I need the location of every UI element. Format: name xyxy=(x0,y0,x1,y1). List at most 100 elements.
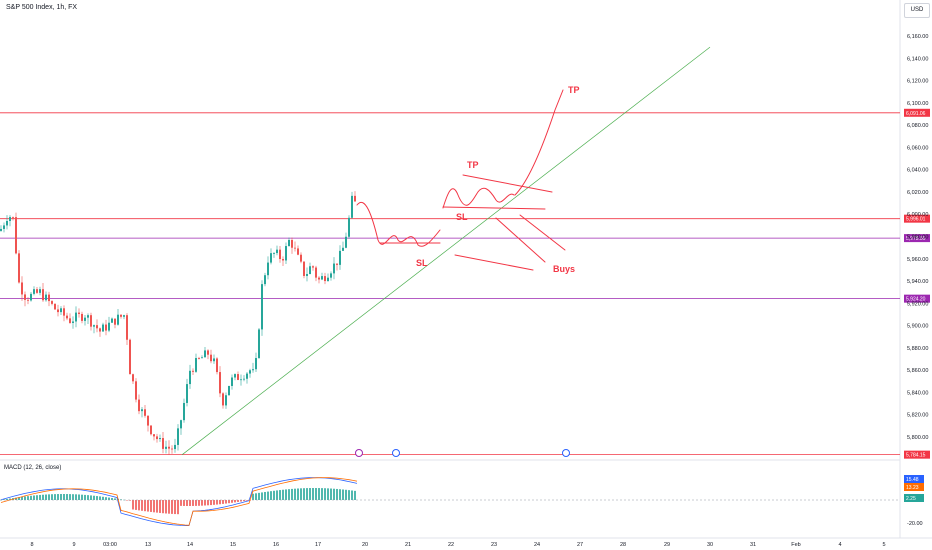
macd-histogram-bar xyxy=(135,500,137,510)
candle-body xyxy=(9,217,11,222)
macd-histogram-bar xyxy=(42,494,44,500)
macd-histogram-bar xyxy=(171,500,173,514)
time-tick-label: 15 xyxy=(230,542,236,548)
macd-histogram-bar xyxy=(276,490,278,500)
macd-histogram-bar xyxy=(168,500,170,514)
time-tick-label: 9 xyxy=(72,542,75,548)
candle-body xyxy=(207,350,209,355)
macd-histogram-bar xyxy=(93,495,95,500)
candle-body xyxy=(333,263,335,274)
macd-histogram-bar xyxy=(306,488,308,500)
currency-button[interactable]: USD xyxy=(904,3,930,18)
level-price-tag xyxy=(904,294,930,303)
time-axis: 8 9 03:00 13 14 15 16 17 20 21 22 23 24 27 28 29 30 31 Feb… xyxy=(30,542,885,548)
price-tick-label: 5,800.00 xyxy=(907,435,928,441)
candle-body xyxy=(63,308,65,316)
macd-histogram-bar xyxy=(264,491,266,500)
candle-body xyxy=(315,267,317,278)
candle-body xyxy=(99,328,101,332)
tp-curve xyxy=(514,89,564,196)
buys-line-2 xyxy=(519,214,566,251)
candle-body xyxy=(129,339,131,375)
macd-histogram-bar xyxy=(3,499,5,500)
level-price-label: 5,924.20 xyxy=(906,297,926,303)
time-tick-label: 4 xyxy=(838,542,841,548)
horizontal-levels: 6,091.06 5,996.01 5,978.56 5,924.20 5,784.15 xyxy=(0,108,930,459)
macd-histogram-bar xyxy=(321,488,323,500)
candle-body xyxy=(255,358,257,370)
candle-body xyxy=(249,370,251,374)
candle-body xyxy=(294,247,296,249)
time-tick-label: 29 xyxy=(664,542,670,548)
candle-body xyxy=(147,415,149,426)
level-price-tag xyxy=(904,234,930,243)
price-tick-label: 6,040.00 xyxy=(907,168,928,174)
macd-histogram-bar xyxy=(231,500,233,503)
candles xyxy=(0,191,356,455)
macd-histogram-bar xyxy=(21,496,23,500)
candle-body xyxy=(216,358,218,373)
candle-body xyxy=(111,318,113,323)
candle-body xyxy=(252,369,254,371)
sl-label-lower: SL xyxy=(416,258,428,268)
macd-histogram-bar xyxy=(144,500,146,512)
candle-body xyxy=(312,266,314,268)
macd-histogram-bar xyxy=(303,488,305,500)
macd-histogram-bar xyxy=(60,494,62,500)
macd-histogram-bar xyxy=(186,500,188,506)
candle-body xyxy=(90,315,92,327)
macd-histogram-bar xyxy=(147,500,149,512)
macd-histogram-bar xyxy=(228,500,230,504)
macd-histogram-bar xyxy=(45,494,47,500)
candle-body xyxy=(156,436,158,440)
macd-histogram-bar xyxy=(279,490,281,500)
macd-histogram-bar xyxy=(156,500,158,513)
candle-body xyxy=(180,420,182,429)
macd-histogram-bar xyxy=(63,494,65,500)
time-tick-label: 23 xyxy=(491,542,497,548)
candle-body xyxy=(108,322,110,331)
macd-histogram-bar xyxy=(30,495,32,500)
macd-histogram-bar xyxy=(57,494,59,500)
macd-histogram-bar xyxy=(252,493,254,500)
macd-histogram-bar xyxy=(339,489,341,500)
candle-body xyxy=(75,312,77,322)
candle-body xyxy=(342,247,344,251)
macd-histogram-bar xyxy=(297,488,299,500)
macd-histogram-bar xyxy=(90,495,92,500)
macd-histogram-bar xyxy=(99,496,101,500)
candle-body xyxy=(258,329,260,359)
sl-line-upper xyxy=(442,206,546,210)
time-tick-label: 8 xyxy=(30,542,33,548)
level-price-label: 6,091.06 xyxy=(906,111,926,117)
candle-body xyxy=(336,263,338,265)
macd-histogram-bar xyxy=(78,494,80,500)
price-tick-label: 6,020.00 xyxy=(907,190,928,196)
price-tick-label: 6,160.00 xyxy=(907,34,928,40)
macd-histogram-bar xyxy=(162,500,164,514)
macd-histogram-bar xyxy=(336,488,338,500)
time-tick-label: 17 xyxy=(315,542,321,548)
candle-body xyxy=(345,236,347,248)
macd-histogram-bar xyxy=(318,488,320,500)
macd-value-tag-text: 15.48 xyxy=(906,477,919,483)
level-price-tag xyxy=(904,108,930,117)
macd-histogram-bar xyxy=(174,500,176,515)
macd-histogram-bar xyxy=(354,490,356,500)
candle-body xyxy=(165,446,167,449)
candle-body xyxy=(144,409,146,416)
candle-body xyxy=(42,289,44,301)
candle-body xyxy=(177,428,179,445)
macd-histogram-bar xyxy=(129,500,131,501)
event-markers xyxy=(355,449,570,457)
macd-histogram-bar xyxy=(267,491,269,500)
candle-body xyxy=(105,324,107,331)
time-tick-label: 31 xyxy=(750,542,756,548)
time-tick-label: Feb xyxy=(791,542,800,548)
candle-body xyxy=(303,261,305,276)
candle-body xyxy=(213,358,215,362)
macd-panel: 15.48 13.23 2.25 -20.00 xyxy=(0,475,924,527)
candle-body xyxy=(288,240,290,247)
price-axis: 6,160.00 6,140.00 6,120.00 6,100.00 6,080.00… xyxy=(907,34,928,441)
